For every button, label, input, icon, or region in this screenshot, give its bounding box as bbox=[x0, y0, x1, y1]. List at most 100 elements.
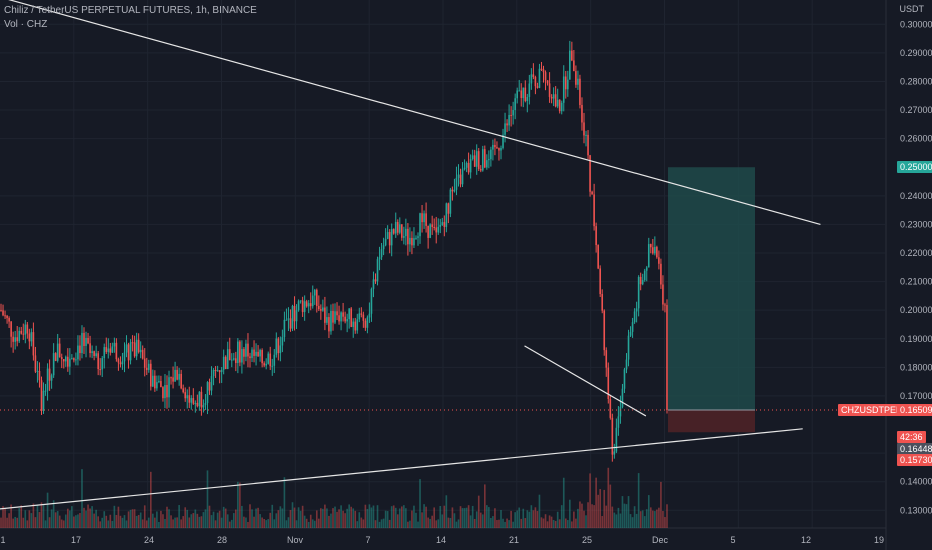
candle-body bbox=[239, 341, 241, 363]
candle-body bbox=[411, 237, 413, 246]
price-tick-label: 0.19000 bbox=[900, 334, 932, 344]
candle-body bbox=[423, 213, 425, 223]
candle-body bbox=[245, 343, 247, 357]
volume-bar bbox=[56, 511, 59, 528]
volume-bar bbox=[58, 515, 61, 528]
volume-bar bbox=[257, 507, 259, 528]
candle-body bbox=[583, 122, 585, 136]
volume-bar bbox=[6, 517, 8, 528]
candle-body bbox=[303, 301, 306, 313]
candle-body bbox=[210, 376, 213, 391]
candle-body bbox=[475, 151, 478, 167]
volume-bar bbox=[71, 506, 73, 528]
volume-bar bbox=[283, 477, 286, 528]
volume-bar bbox=[87, 504, 89, 528]
volume-bar bbox=[637, 473, 640, 528]
volume-bar bbox=[481, 514, 484, 528]
volume-bar bbox=[554, 520, 557, 528]
volume-bar bbox=[75, 515, 77, 528]
volume-bar bbox=[465, 507, 468, 528]
volume-bar bbox=[477, 495, 480, 528]
volume-bar bbox=[437, 519, 440, 528]
volume-bar bbox=[275, 513, 278, 528]
candle-body bbox=[188, 395, 191, 403]
volume-bar bbox=[419, 479, 421, 528]
volume-bar bbox=[396, 514, 399, 528]
candle-body bbox=[621, 388, 624, 407]
candle-body bbox=[647, 244, 650, 268]
chart-title: Chiliz / TetherUS PERPETUAL FUTURES, 1h,… bbox=[4, 5, 257, 16]
price-tick-label: 0.21000 bbox=[900, 277, 932, 287]
candle-body bbox=[540, 68, 543, 70]
candle-body bbox=[617, 416, 620, 428]
candle-body bbox=[571, 50, 573, 61]
candle-body bbox=[336, 311, 338, 316]
volume-bar bbox=[152, 513, 154, 528]
candle-body bbox=[204, 403, 207, 406]
candle-body bbox=[287, 318, 290, 320]
time-tick-label: 24 bbox=[144, 535, 154, 545]
candle-body bbox=[332, 310, 334, 323]
volume-bar bbox=[346, 508, 348, 528]
candle-body bbox=[350, 308, 353, 327]
candle-body bbox=[194, 402, 197, 404]
volume-bar bbox=[384, 510, 387, 528]
candle-body bbox=[2, 310, 4, 316]
candle-body bbox=[154, 375, 156, 389]
volume-bar bbox=[216, 512, 219, 528]
candle-body bbox=[243, 349, 245, 357]
candle-body bbox=[34, 355, 37, 372]
candle-body bbox=[228, 349, 231, 361]
volume-bar bbox=[585, 515, 587, 528]
price-tick-label: 0.27000 bbox=[900, 105, 932, 115]
candle-body bbox=[433, 226, 436, 228]
candle-body bbox=[532, 74, 535, 77]
volume-bar bbox=[127, 511, 130, 528]
volume-bar bbox=[93, 513, 95, 528]
volume-bar bbox=[336, 511, 338, 528]
candle-body bbox=[328, 317, 330, 332]
candle-body bbox=[318, 305, 320, 310]
candle-body bbox=[569, 50, 571, 80]
volume-bar bbox=[291, 502, 294, 528]
candle-body bbox=[224, 356, 227, 370]
candle-body bbox=[536, 86, 539, 88]
candle-body bbox=[334, 311, 336, 323]
candle-body bbox=[14, 337, 16, 342]
candle-body bbox=[141, 349, 144, 359]
volume-bar bbox=[204, 509, 207, 528]
candle-body bbox=[453, 189, 456, 192]
volume-bar bbox=[510, 510, 512, 528]
time-tick-label: 19 bbox=[874, 535, 884, 545]
volume-bar bbox=[403, 505, 405, 528]
volume-bar bbox=[629, 514, 632, 528]
volume-bar bbox=[443, 505, 446, 528]
candle-body bbox=[362, 314, 365, 321]
volume-bar bbox=[156, 511, 158, 528]
volume-bar bbox=[277, 510, 280, 528]
volume-bar bbox=[267, 519, 270, 528]
candle-body bbox=[421, 213, 423, 223]
candle-body bbox=[585, 134, 587, 136]
candle-body bbox=[230, 359, 233, 361]
volume-bar bbox=[154, 517, 156, 528]
candle-body bbox=[662, 284, 664, 305]
candle-body bbox=[566, 79, 569, 90]
candle-body bbox=[417, 236, 419, 238]
volume-bar bbox=[230, 519, 233, 528]
price-tick-label: 0.18000 bbox=[900, 362, 932, 372]
volume-bar bbox=[77, 514, 79, 528]
volume-bar bbox=[107, 520, 110, 528]
volume-bar bbox=[407, 521, 409, 528]
candle-body bbox=[645, 267, 648, 271]
price-tick-label: 0.26000 bbox=[900, 134, 932, 144]
volume-bar bbox=[287, 517, 290, 528]
candle-body bbox=[174, 369, 176, 382]
volume-bar bbox=[344, 513, 346, 528]
candle-body bbox=[28, 333, 31, 342]
volume-bar bbox=[180, 519, 182, 528]
candle-body bbox=[182, 388, 185, 393]
candle-body bbox=[649, 244, 652, 248]
volume-bar bbox=[641, 510, 644, 528]
